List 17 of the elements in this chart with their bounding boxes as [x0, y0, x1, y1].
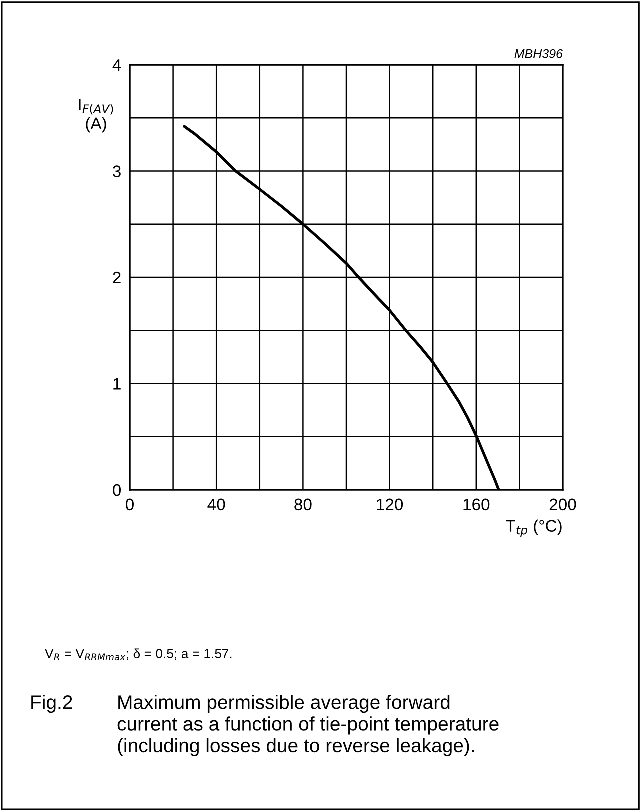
y-tick-label: 1	[114, 378, 121, 390]
text: V$_{R}$ = V$_{RRMmax}$; δ = 0.5; a = 1.57.	[45, 648, 232, 661]
x-tick-label: 200	[550, 498, 576, 511]
x-axis-title: T$_{tp}$ (°C)	[506, 520, 562, 537]
y-axis-title: I$_{F(AV)}$ (A)	[79, 99, 114, 133]
y-tick-label: 0	[113, 484, 122, 496]
text: MBH396	[514, 49, 563, 58]
y-tick-label: 3	[113, 166, 121, 178]
x-tick-label: 160	[464, 498, 490, 511]
x-tick-label: 120	[377, 498, 404, 511]
text: Maximum permissible average forward current as a function of tie-point temperature (including losses due to reverse leakage).	[118, 695, 499, 756]
x-tick-label: 0	[126, 498, 134, 511]
y-tick-label: 4	[112, 60, 122, 72]
x-tick-label: 80	[294, 498, 312, 511]
caption: Fig.2	[32, 695, 72, 714]
x-tick-label: 40	[208, 498, 226, 511]
y-tick-label: 2	[113, 272, 121, 284]
